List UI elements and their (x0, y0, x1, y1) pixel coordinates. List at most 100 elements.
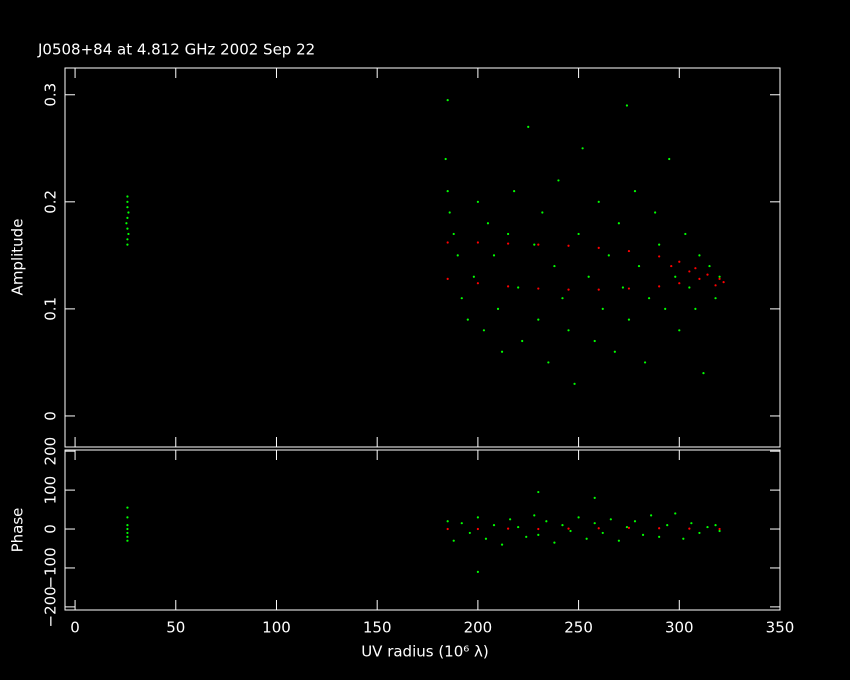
point (547, 361, 550, 364)
point (126, 535, 129, 538)
point (597, 246, 600, 249)
point (446, 241, 449, 244)
point (567, 288, 570, 291)
point (452, 232, 455, 236)
point (627, 249, 631, 253)
x-axis-label: UV radius (10⁶ λ) (361, 643, 489, 661)
x-tick-label: 0 (70, 619, 80, 637)
point (517, 525, 520, 529)
point (684, 232, 687, 236)
y-axis-label: Phase (9, 508, 27, 553)
point (708, 264, 711, 268)
point (127, 232, 130, 236)
point (517, 286, 520, 289)
point (561, 524, 564, 527)
point (486, 222, 490, 225)
point (468, 531, 471, 535)
point (506, 527, 510, 530)
y-tick-label: 0.3 (42, 83, 60, 107)
point (482, 329, 486, 332)
point (472, 275, 475, 278)
point (126, 216, 129, 219)
x-tick-label: 150 (363, 619, 392, 637)
point (633, 520, 637, 523)
point (698, 531, 701, 535)
y-axis-label: Amplitude (9, 219, 27, 296)
point (597, 527, 600, 530)
point (718, 529, 721, 533)
point (585, 537, 588, 540)
point (476, 570, 479, 573)
point (718, 275, 721, 278)
point (127, 211, 130, 214)
point (668, 157, 671, 161)
point (682, 537, 685, 540)
plot-frame (64, 449, 781, 611)
point (678, 260, 681, 263)
point (513, 190, 516, 193)
point (446, 527, 449, 531)
point (649, 514, 653, 517)
x-tick-label: 250 (564, 619, 593, 637)
point (688, 270, 691, 273)
point (460, 297, 463, 300)
point (567, 329, 570, 332)
point (444, 157, 447, 161)
point (126, 200, 129, 203)
point (627, 287, 631, 290)
point (509, 518, 512, 521)
point (593, 496, 596, 499)
point (126, 238, 129, 241)
point (718, 527, 721, 531)
point (553, 541, 556, 544)
point (674, 275, 677, 278)
point (688, 286, 691, 289)
point (476, 527, 479, 531)
point (476, 282, 479, 285)
point (577, 232, 580, 236)
point (664, 307, 667, 310)
plot-frame (64, 67, 781, 448)
point (126, 506, 129, 509)
point (500, 543, 504, 546)
point (627, 318, 631, 321)
point (126, 539, 129, 542)
point (643, 361, 647, 364)
point (706, 525, 709, 529)
point (714, 524, 717, 527)
point (126, 195, 129, 198)
point (527, 125, 530, 128)
point (537, 527, 540, 531)
point (698, 254, 701, 257)
point (126, 516, 129, 519)
point (476, 516, 479, 519)
point (506, 242, 510, 245)
point (561, 297, 564, 300)
point (573, 382, 576, 385)
y-tick-label: 0.2 (42, 190, 60, 214)
y-tick-label: −100 (42, 547, 60, 588)
point (688, 527, 691, 530)
point (545, 520, 548, 523)
x-tick-label: 350 (766, 619, 795, 637)
point (706, 273, 709, 276)
point (694, 307, 697, 310)
point (125, 222, 128, 225)
point (537, 533, 540, 536)
x-tick-label: 200 (464, 619, 493, 637)
y-tick-label: 200 (42, 437, 60, 466)
point (658, 527, 661, 530)
point (658, 243, 661, 246)
y-tick-label: 0.1 (42, 297, 60, 321)
point (446, 99, 449, 102)
point (476, 241, 479, 244)
point (654, 211, 657, 214)
x-tick-label: 50 (166, 619, 185, 637)
point (698, 277, 701, 281)
point (633, 190, 637, 193)
point (617, 222, 620, 225)
point (694, 267, 697, 270)
y-tick-label: 0 (42, 524, 60, 534)
